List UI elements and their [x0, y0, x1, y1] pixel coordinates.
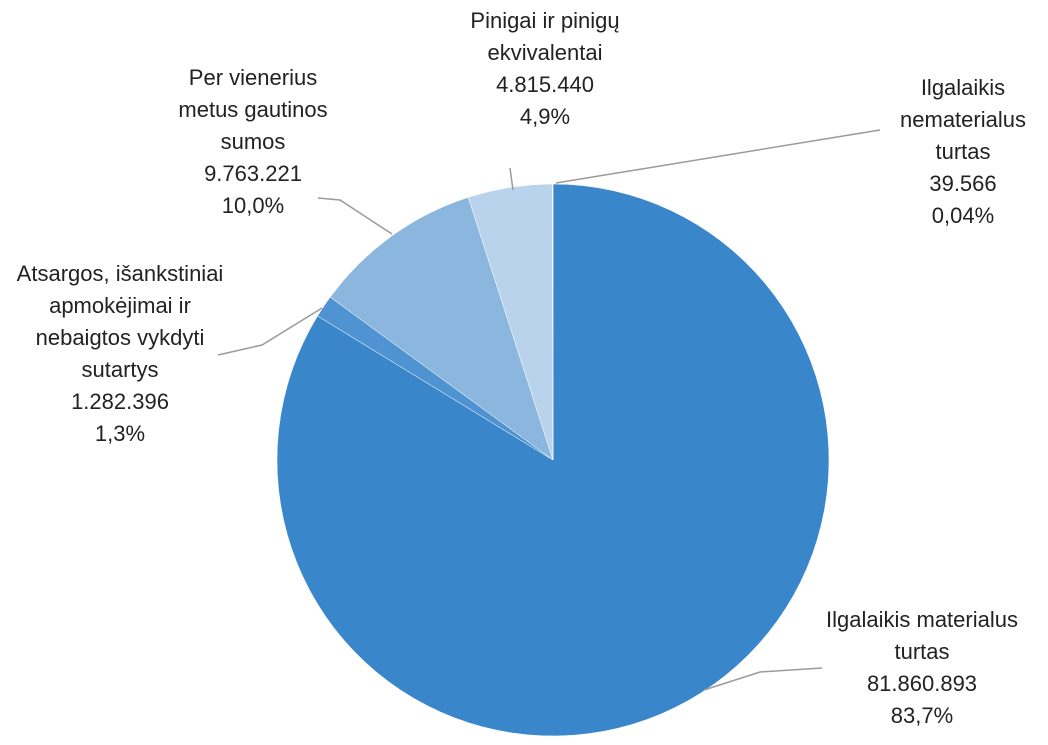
label-category: Ilgalaikis materialus turtas — [826, 607, 1018, 664]
leader-line — [317, 197, 393, 235]
label-category: Pinigai ir pinigų ekvivalentai — [470, 8, 620, 65]
label-value: 1.282.396 — [71, 389, 169, 414]
leader-line — [509, 167, 514, 191]
label-value: 4.815.440 — [496, 72, 594, 97]
leader-line — [555, 129, 881, 184]
slice-label: Ilgalaikis nematerialus turtas 39.566 0,04… — [878, 72, 1048, 232]
label-value: 39.566 — [929, 171, 997, 196]
leader-line — [217, 307, 323, 356]
pie-slice — [276, 183, 830, 737]
leader-line — [703, 667, 823, 691]
label-category: Ilgalaikis nematerialus turtas — [900, 75, 1026, 164]
label-percent: 1,3% — [94, 421, 146, 446]
slice-label: Ilgalaikis materialus turtas 81.860.893 83… — [812, 604, 1032, 732]
leader-lines — [217, 129, 881, 691]
label-percent: 4,9% — [519, 104, 571, 129]
label-value: 81.860.893 — [866, 671, 978, 696]
slice-label: Per vienerius metus gautinos sumos 9.763.… — [163, 62, 343, 222]
label-percent: 0,04% — [931, 203, 995, 228]
pie-slice — [552, 183, 554, 461]
label-category: Per vienerius metus gautinos sumos — [178, 65, 328, 154]
slice-label: Atsargos, išankstiniai apmokėjimai ir ne… — [2, 258, 238, 450]
slice-label: Pinigai ir pinigų ekvivalentai 4.815.440 4… — [445, 5, 645, 133]
label-value: 9.763.221 — [204, 161, 302, 186]
label-percent: 10,0% — [221, 193, 285, 218]
label-category: Atsargos, išankstiniai apmokėjimai ir ne… — [16, 261, 224, 382]
label-percent: 83,7% — [890, 703, 954, 728]
pie-slice — [329, 197, 554, 461]
